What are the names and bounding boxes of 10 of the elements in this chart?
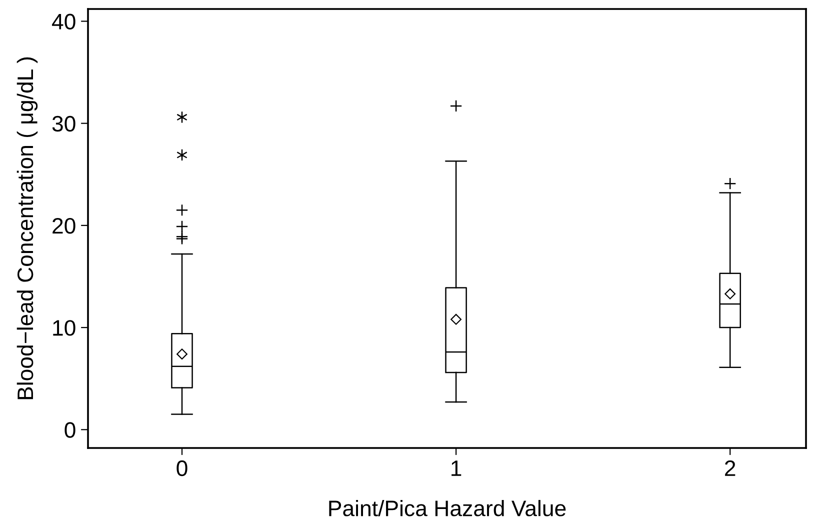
y-tick-label: 40 xyxy=(52,14,76,30)
y-tick-label: 20 xyxy=(52,218,76,234)
y-axis-title: Blood−lead Concentration ( μg/dL ) xyxy=(16,57,38,400)
x-tick-label: 0 xyxy=(176,460,188,476)
x-tick-label: 2 xyxy=(725,460,736,476)
x-tick-label: 1 xyxy=(452,460,462,476)
y-tick-label: 10 xyxy=(53,320,76,336)
y-tick-label: 30 xyxy=(52,116,76,132)
y-tick-label: 0 xyxy=(64,422,76,438)
x-axis-title: Paint/Pica Hazard Value xyxy=(329,500,566,516)
